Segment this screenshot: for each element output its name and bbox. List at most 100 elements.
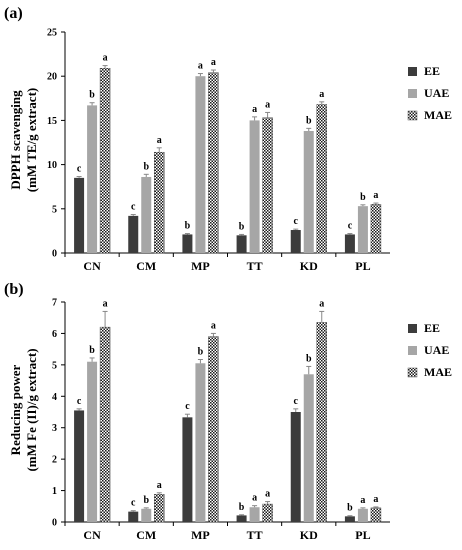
significance-label: a <box>319 89 324 100</box>
error-bar <box>252 505 258 508</box>
error-bar <box>265 501 271 505</box>
significance-label: a <box>103 53 108 64</box>
bar-ee-cn <box>74 410 85 522</box>
legend: EE UAE MAE <box>407 64 452 122</box>
bar-ee-tt <box>236 515 247 522</box>
legend-item-mae: MAE <box>407 108 452 122</box>
bar-uae-pl <box>357 206 368 253</box>
bar-mae-kd <box>316 104 327 254</box>
y-axis-label-line2: (mM Fe (II)/g extract) <box>24 348 39 471</box>
error-bar <box>347 515 353 517</box>
error-bar <box>210 332 216 337</box>
error-bar <box>360 204 366 207</box>
error-bar <box>130 214 136 216</box>
error-bar <box>197 73 203 77</box>
x-tick-label: CN <box>83 259 101 273</box>
error-bar <box>143 507 149 509</box>
chart-panel-a: (a) DPPH scavenging (mM TE/g extract) 0 5… <box>4 5 452 273</box>
y-tick-label: 0 <box>52 249 57 260</box>
significance-label: b <box>143 161 149 172</box>
bar-ee-cm <box>128 511 139 522</box>
bar-ee-mp <box>182 417 193 522</box>
legend-item-uae: UAE <box>408 86 449 100</box>
error-bar <box>156 147 162 153</box>
significance-label: a <box>265 99 270 110</box>
y-tick-label: 6 <box>52 329 57 340</box>
panel-label: (b) <box>4 281 24 298</box>
error-bar <box>373 202 379 205</box>
significance-label: b <box>239 502 245 513</box>
bar-uae-cn <box>87 361 98 522</box>
bar-mae-mp <box>208 72 219 254</box>
bar-mae-cm <box>154 494 165 523</box>
y-tick-label: 1 <box>52 486 57 497</box>
error-bar <box>184 233 190 235</box>
legend-item-mae: MAE <box>407 365 452 379</box>
bar-uae-mp <box>195 76 206 253</box>
error-bar <box>76 176 82 178</box>
y-tick-label: 10 <box>47 160 57 171</box>
significance-label: a <box>157 480 162 491</box>
bar-mae-mp <box>208 336 219 523</box>
legend-swatch <box>408 67 417 76</box>
significance-label: a <box>360 495 365 506</box>
significance-label: a <box>252 493 257 504</box>
legend-label: EE <box>424 321 440 335</box>
significance-label: a <box>373 494 378 505</box>
y-tick-label: 15 <box>47 116 57 127</box>
legend-label: UAE <box>424 86 449 100</box>
error-bar <box>347 233 353 235</box>
significance-label: c <box>294 396 299 407</box>
bar-mae-pl <box>370 204 382 254</box>
significance-label: b <box>89 90 95 101</box>
bar-uae-cm <box>141 176 152 253</box>
significance-label: c <box>348 221 353 232</box>
bar-mae-cn <box>99 67 111 254</box>
legend: EE UAE MAE <box>407 321 452 379</box>
bar-ee-mp <box>182 234 193 253</box>
bar-uae-kd <box>303 374 314 522</box>
bar-uae-tt <box>249 507 260 522</box>
error-bar <box>156 492 162 495</box>
error-bar <box>319 101 325 105</box>
error-bar <box>197 359 203 364</box>
panel-label: (a) <box>4 5 23 22</box>
bar-mae-kd <box>316 322 327 523</box>
significance-label: a <box>252 104 257 115</box>
y-tick-label: 2 <box>52 455 57 466</box>
significance-label: b <box>306 115 312 126</box>
bar-uae-cm <box>141 508 152 522</box>
error-bar <box>184 413 190 418</box>
error-bar <box>89 102 95 106</box>
significance-label: c <box>77 164 82 175</box>
significance-label: a <box>103 298 108 309</box>
y-tick-label: 20 <box>47 72 57 83</box>
bar-ee-pl <box>344 516 355 522</box>
legend-label: UAE <box>424 343 449 357</box>
significance-label: a <box>157 135 162 146</box>
legend-swatch <box>407 110 418 121</box>
legend-label: MAE <box>424 108 452 122</box>
significance-label: c <box>131 498 136 509</box>
significance-label: a <box>198 61 203 72</box>
y-axis-label-line2: (mM TE/g extract) <box>24 88 39 192</box>
legend-swatch <box>407 367 418 378</box>
significance-label: a <box>265 489 270 500</box>
significance-label: b <box>185 221 191 232</box>
bar-mae-tt <box>262 117 273 254</box>
bar-ee-cn <box>74 177 85 253</box>
x-tick-label: CN <box>83 528 101 542</box>
y-tick-label: 4 <box>52 392 57 403</box>
bar-uae-kd <box>303 131 314 253</box>
significance-label: a <box>211 57 216 68</box>
error-bar <box>89 357 95 362</box>
x-tick-label: CM <box>136 259 156 273</box>
x-tick-label: TT <box>247 259 263 273</box>
y-tick-label: 7 <box>52 298 57 309</box>
legend-item-uae: UAE <box>408 343 449 357</box>
bar-mae-cm <box>154 151 165 254</box>
error-bar <box>239 233 245 236</box>
error-bar <box>210 69 216 73</box>
error-bar <box>293 408 299 412</box>
